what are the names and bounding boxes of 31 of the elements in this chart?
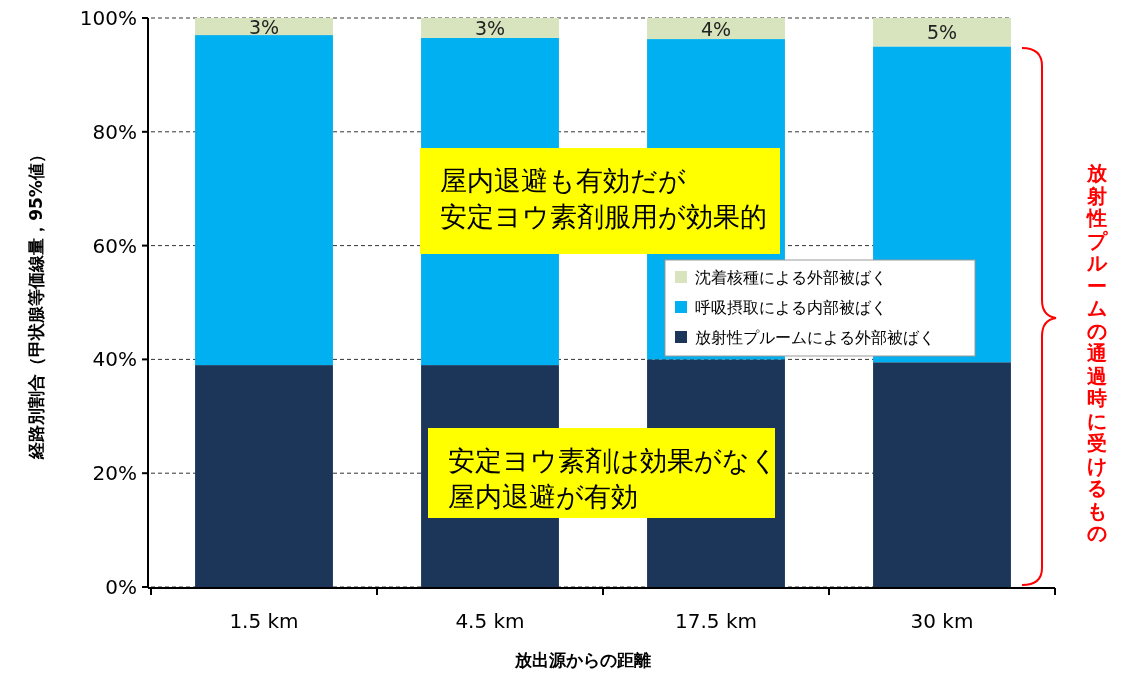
text: 放射性プルームの通過時に受けるもの xyxy=(1087,161,1107,545)
data-label: 5% xyxy=(926,21,958,44)
data-label: 4% xyxy=(700,17,732,40)
legend-label: 放射性プルームによる外部被ばく xyxy=(695,328,935,347)
bar xyxy=(195,18,333,36)
annotation: 屋内退避が有効 xyxy=(448,481,638,512)
y-tick-label: 100% xyxy=(79,6,137,30)
y-tick-label: 20% xyxy=(92,461,137,486)
x-tick-label: 17.5 km xyxy=(675,609,757,633)
legend-label: 呼吸摂取による内部被ばく xyxy=(695,298,887,317)
legend-label: 沈着核種による外部被ばく xyxy=(695,268,887,287)
annotation: 安定ヨウ素剤は効果がなく xyxy=(448,445,778,476)
bar xyxy=(873,18,1011,47)
bar xyxy=(421,18,559,38)
bar xyxy=(873,362,1011,587)
x-tick-label: 30 km xyxy=(910,609,974,633)
y-tick-label: 40% xyxy=(92,347,137,372)
data-label: 3% xyxy=(248,15,280,38)
x-tick-label: 1.5 km xyxy=(229,609,299,633)
y-tick-label: 60% xyxy=(92,233,137,258)
annotation: 屋内退避も有効だが xyxy=(440,165,686,196)
bar xyxy=(647,18,785,40)
y-tick-label: 0% xyxy=(105,575,137,599)
bar xyxy=(195,35,333,366)
y-tick-label: 80% xyxy=(92,119,137,144)
bar xyxy=(195,365,333,587)
annotation: 安定ヨウ素剤服用が効果的 xyxy=(440,201,767,232)
x-axis-title: 放出源からの距離 xyxy=(514,650,651,670)
data-label: 3% xyxy=(474,16,506,39)
x-tick-label: 4.5 km xyxy=(455,609,525,633)
y-axis-title: 経路別割合（甲状腺等価線量，95%値） xyxy=(26,146,46,460)
